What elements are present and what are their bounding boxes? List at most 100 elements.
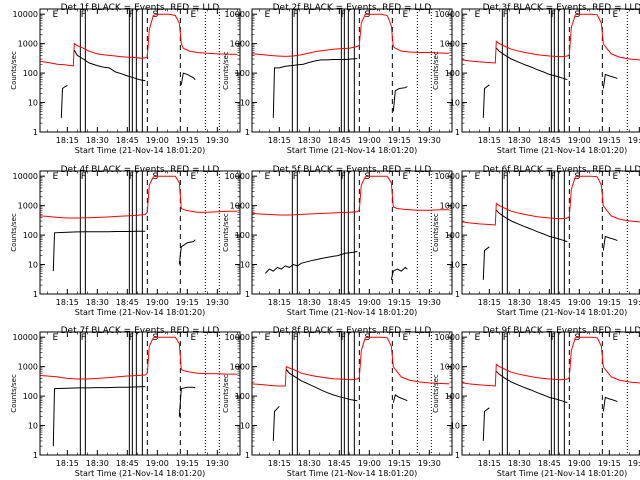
- plot-frame: [251, 170, 453, 295]
- panel-title: Det 1f BLACK = Events, RED = LLD: [61, 3, 220, 13]
- marker-letter: E: [190, 333, 196, 343]
- y-tick-label: 1: [245, 451, 250, 460]
- panel-title: Det 9f BLACK = Events, RED = LLD: [483, 326, 640, 336]
- y-tick-label: 10: [240, 261, 250, 270]
- marker-letter: E: [52, 10, 58, 20]
- x-tick-label: 19:00: [358, 136, 381, 145]
- x-tick-label: 19:00: [568, 136, 591, 145]
- marker-letter: F: [341, 172, 346, 182]
- plot-frame: [461, 331, 640, 456]
- x-tick-label: 18:30: [508, 136, 531, 145]
- x-tick-label: 19:00: [568, 298, 591, 307]
- panel-title: Det 2f BLACK = Events, RED = LLD: [273, 3, 432, 13]
- x-tick-label: 18:45: [116, 298, 139, 307]
- x-tick-label: 18:30: [508, 459, 531, 468]
- y-tick-label: 1: [245, 128, 250, 137]
- x-axis-label: Start Time (21-Nov-14 18:01:20): [287, 146, 417, 155]
- x-tick-label: 19:15: [598, 136, 621, 145]
- panel-title: Det 3f BLACK = Events, RED = LLD: [483, 3, 640, 13]
- x-tick-label: 19:15: [176, 298, 199, 307]
- y-tick-label: 10000: [225, 172, 250, 181]
- y-tick-label: 100: [445, 392, 460, 401]
- x-tick-label: 18:30: [298, 459, 321, 468]
- x-tick-label: 19:30: [206, 136, 229, 145]
- x-tick-label: 19:15: [388, 459, 411, 468]
- x-tick-label: 19:15: [388, 298, 411, 307]
- x-tick-label: 19:15: [388, 136, 411, 145]
- x-tick-label: 18:15: [478, 298, 501, 307]
- marker-letter: S: [364, 333, 370, 343]
- y-tick-label: 10000: [13, 333, 38, 342]
- x-tick-label: 18:30: [86, 459, 109, 468]
- y-tick-label: 1: [33, 290, 38, 299]
- marker-letter: F: [129, 333, 134, 343]
- events-series-line: [272, 58, 408, 118]
- y-tick-label: 10000: [435, 333, 460, 342]
- panel-title: Det 6f BLACK = Events, RED = LLD: [483, 165, 640, 175]
- x-tick-label: 18:45: [538, 136, 561, 145]
- detector-panel-4: Det 4f BLACK = Events, RED = LLD Counts/s…: [10, 165, 241, 317]
- plot-frame: [251, 331, 453, 456]
- x-tick-label: 18:30: [86, 298, 109, 307]
- x-tick-label: 19:00: [146, 459, 169, 468]
- events-series-line: [482, 47, 618, 118]
- detector-panel-8: Det 8f BLACK = Events, RED = LLD Counts/s…: [222, 326, 453, 478]
- marker-letter: F: [129, 172, 134, 182]
- y-tick-label: 1000: [440, 202, 460, 211]
- x-tick-label: 19:30: [628, 298, 640, 307]
- y-tick-label: 1000: [230, 202, 250, 211]
- events-series-line: [264, 250, 408, 281]
- x-tick-label: 19:30: [418, 459, 441, 468]
- marker-letter: E: [474, 172, 480, 182]
- marker-letter: F: [341, 333, 346, 343]
- marker-letter: E: [264, 10, 270, 20]
- marker-letter: F: [81, 333, 86, 343]
- marker-letter: E: [474, 10, 480, 20]
- x-tick-label: 18:45: [116, 459, 139, 468]
- y-tick-label: 100: [23, 231, 38, 240]
- marker-letter: E: [190, 10, 196, 20]
- y-tick-label: 1: [455, 451, 460, 460]
- y-tick-label: 1000: [18, 202, 38, 211]
- y-tick-label: 1000: [18, 363, 38, 372]
- x-tick-label: 19:00: [146, 298, 169, 307]
- events-series-line: [482, 370, 618, 441]
- x-tick-label: 18:30: [508, 298, 531, 307]
- y-tick-label: 1000: [18, 40, 38, 49]
- x-tick-label: 18:30: [298, 298, 321, 307]
- y-tick-label: 10000: [435, 10, 460, 19]
- y-tick-label: 10: [450, 261, 460, 270]
- events-series-line: [482, 209, 618, 280]
- detector-panel-5: Det 5f BLACK = Events, RED = LLD Counts/s…: [222, 165, 453, 317]
- marker-letter: F: [503, 10, 508, 20]
- marker-letter: F: [551, 172, 556, 182]
- lld-series-line: [462, 13, 640, 64]
- detector-panel-7: Det 7f BLACK = Events, RED = LLD Counts/s…: [10, 326, 241, 478]
- marker-letter: F: [551, 333, 556, 343]
- y-tick-label: 10000: [225, 333, 250, 342]
- marker-letter: S: [364, 172, 370, 182]
- y-axis-label: Counts/sec: [10, 213, 18, 252]
- y-tick-label: 100: [235, 231, 250, 240]
- y-tick-label: 100: [445, 69, 460, 78]
- x-tick-label: 18:45: [328, 298, 351, 307]
- marker-letter: S: [574, 172, 580, 182]
- lld-series-line: [40, 336, 238, 380]
- x-tick-label: 19:30: [418, 136, 441, 145]
- plot-frame: [461, 8, 640, 133]
- marker-letter: S: [574, 10, 580, 20]
- y-axis-label: Counts/sec: [432, 374, 440, 413]
- x-tick-label: 19:00: [146, 136, 169, 145]
- x-tick-label: 19:15: [598, 298, 621, 307]
- x-axis-label: Start Time (21-Nov-14 18:01:20): [75, 146, 205, 155]
- lld-series-line: [40, 175, 238, 219]
- y-tick-label: 100: [235, 392, 250, 401]
- y-tick-label: 10: [450, 422, 460, 431]
- x-tick-label: 19:30: [628, 459, 640, 468]
- lld-series-line: [40, 13, 238, 67]
- lld-series-line: [252, 13, 450, 57]
- marker-letter: E: [190, 172, 196, 182]
- marker-letter: S: [574, 333, 580, 343]
- detector-panel-6: Det 6f BLACK = Events, RED = LLD Counts/s…: [432, 165, 640, 317]
- marker-letter: F: [129, 10, 134, 20]
